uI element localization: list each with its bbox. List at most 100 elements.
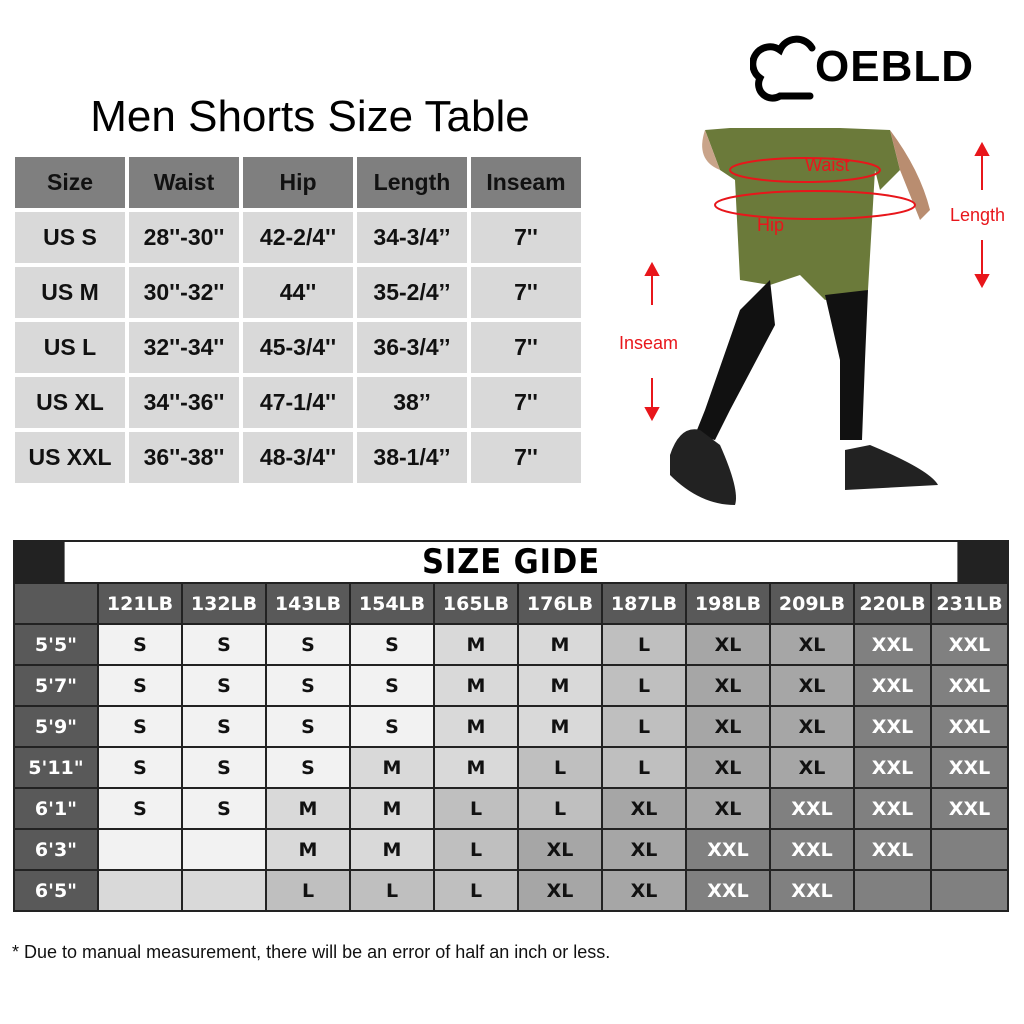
size-table-header: Length: [357, 157, 467, 208]
size-table-cell: 34''-36'': [129, 377, 239, 428]
size-cell: XXL: [932, 666, 1007, 705]
weight-header: 176LB: [519, 584, 601, 623]
inseam-label: Inseam: [619, 333, 679, 353]
size-table: Size Waist Hip Length Inseam US S 28''-30'' 42-…: [15, 157, 581, 483]
size-cell: S: [183, 789, 265, 828]
size-cell: S: [351, 707, 433, 746]
height-header: 5'11": [15, 748, 97, 787]
size-cell: XL: [687, 625, 769, 664]
size-cell: L: [603, 625, 685, 664]
size-cell: XXL: [932, 789, 1007, 828]
weight-header: 154LB: [351, 584, 433, 623]
size-cell: M: [435, 666, 517, 705]
height-header: 5'5": [15, 625, 97, 664]
size-cell: XL: [687, 707, 769, 746]
size-cell: XL: [771, 748, 853, 787]
size-cell: M: [519, 625, 601, 664]
size-cell: S: [183, 748, 265, 787]
size-cell: S: [267, 707, 349, 746]
measurement-note: * Due to manual measurement, there will …: [12, 942, 611, 962]
size-cell: XXL: [855, 625, 930, 664]
height-header: 6'5": [15, 871, 97, 910]
size-table-cell: 38-1/4’’: [357, 432, 467, 483]
size-cell: S: [99, 707, 181, 746]
height-header: 5'7": [15, 666, 97, 705]
size-cell: [183, 871, 265, 910]
size-cell: L: [435, 789, 517, 828]
size-table-header: Hip: [243, 157, 353, 208]
size-cell: XL: [603, 871, 685, 910]
size-cell: S: [351, 625, 433, 664]
size-guide-title: SIZE GIDE: [64, 542, 958, 582]
size-table-cell: 45-3/4'': [243, 322, 353, 373]
size-cell: XXL: [932, 707, 1007, 746]
size-cell: S: [183, 666, 265, 705]
model-figure: Waist Hip Length Inseam: [600, 110, 1020, 520]
brand-name: OEBLD: [815, 42, 974, 91]
size-cell: L: [603, 666, 685, 705]
size-cell: M: [267, 789, 349, 828]
size-cell: M: [351, 748, 433, 787]
size-cell: XL: [519, 871, 601, 910]
size-guide-grid: 121LB 132LB 143LB 154LB 165LB 176LB 187LB 198LB…: [15, 584, 1007, 910]
size-cell: XXL: [855, 707, 930, 746]
size-cell: [183, 830, 265, 869]
size-table-cell: 28''-30'': [129, 212, 239, 263]
weight-header: 187LB: [603, 584, 685, 623]
size-cell: L: [603, 748, 685, 787]
size-cell: XL: [771, 625, 853, 664]
hip-label: Hip: [757, 215, 785, 235]
size-cell: S: [183, 625, 265, 664]
size-table-cell: 44'': [243, 267, 353, 318]
size-table-cell: 7'': [471, 267, 581, 318]
size-cell: XXL: [932, 625, 1007, 664]
size-cell: M: [519, 666, 601, 705]
weight-header: 220LB: [855, 584, 930, 623]
size-cell: L: [603, 707, 685, 746]
size-table-cell: 34-3/4’’: [357, 212, 467, 263]
size-cell: XL: [603, 830, 685, 869]
size-table-header: Waist: [129, 157, 239, 208]
size-cell: L: [519, 789, 601, 828]
brand-logo-icon: [750, 35, 816, 102]
size-cell: XXL: [687, 830, 769, 869]
weight-header: 198LB: [687, 584, 769, 623]
size-cell: M: [351, 789, 433, 828]
size-cell: XXL: [932, 748, 1007, 787]
weight-header: 121LB: [99, 584, 181, 623]
size-cell: S: [99, 789, 181, 828]
size-cell: L: [519, 748, 601, 787]
size-table-cell: 7'': [471, 432, 581, 483]
size-cell: M: [435, 707, 517, 746]
size-table-cell: US M: [15, 267, 125, 318]
size-table-cell: 48-3/4'': [243, 432, 353, 483]
size-cell: XL: [687, 748, 769, 787]
height-header: 6'3": [15, 830, 97, 869]
size-cell: XL: [687, 666, 769, 705]
size-table-cell: 7'': [471, 212, 581, 263]
size-cell: S: [267, 625, 349, 664]
weight-header: 165LB: [435, 584, 517, 623]
size-cell: XXL: [771, 789, 853, 828]
size-guide-table: SIZE GIDE 121LB 132LB 143LB 154LB 165LB 176LB…: [13, 540, 1009, 912]
size-cell: XXL: [855, 830, 930, 869]
size-table-cell: 32''-34'': [129, 322, 239, 373]
size-cell: XL: [603, 789, 685, 828]
weight-header: 209LB: [771, 584, 853, 623]
size-cell: L: [435, 871, 517, 910]
size-cell: [932, 830, 1007, 869]
size-cell: L: [435, 830, 517, 869]
size-cell: XL: [771, 666, 853, 705]
size-cell: S: [267, 748, 349, 787]
size-cell: XXL: [855, 748, 930, 787]
size-cell: XXL: [771, 871, 853, 910]
size-cell: L: [351, 871, 433, 910]
corner-cell: [15, 584, 97, 623]
size-table-cell: 7'': [471, 377, 581, 428]
model-illustration-icon: [644, 128, 990, 505]
height-header: 5'9": [15, 707, 97, 746]
size-table-cell: 7'': [471, 322, 581, 373]
size-table-cell: 47-1/4'': [243, 377, 353, 428]
size-table-cell: US S: [15, 212, 125, 263]
size-table-cell: 30''-32'': [129, 267, 239, 318]
